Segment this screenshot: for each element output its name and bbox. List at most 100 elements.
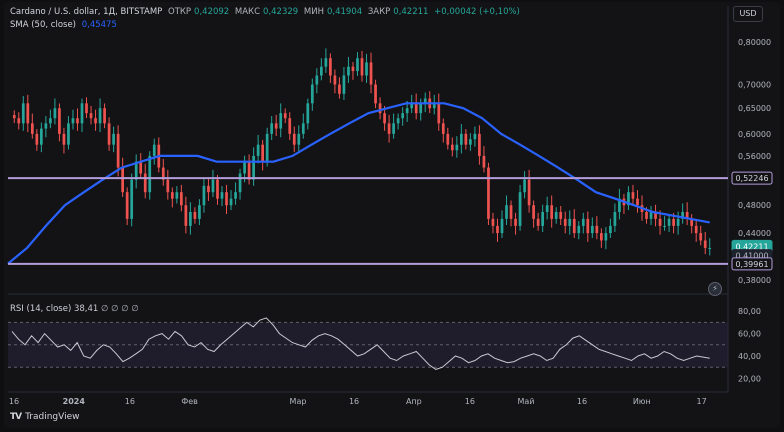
close-label: ЗАКР — [367, 7, 391, 17]
candle-body — [536, 218, 540, 226]
candle-body — [256, 144, 260, 156]
price-axis-tick: 0,70000 — [738, 81, 771, 90]
candle-body — [288, 118, 292, 134]
price-axis-tick: 0,38000 — [738, 276, 771, 285]
candle-body — [618, 198, 621, 212]
candle-body — [491, 218, 495, 226]
candle-body — [478, 133, 481, 156]
candle-body — [198, 205, 201, 219]
candle-body — [604, 233, 608, 241]
candle-body — [450, 144, 454, 151]
rsi-extras: ∅ ∅ ∅ ∅ — [101, 304, 139, 314]
tradingview-brand[interactable]: TV TradingView — [10, 412, 80, 422]
candle-body — [672, 218, 675, 226]
candle-body — [401, 113, 404, 119]
candle-body — [545, 205, 549, 212]
candle-body — [315, 75, 319, 85]
candle-body — [500, 218, 504, 234]
lightning-icon[interactable]: ⚡ — [708, 282, 722, 296]
candle-body — [89, 113, 93, 119]
candle-body — [76, 118, 79, 124]
time-axis-tick: Июн — [633, 397, 651, 406]
candle-body — [676, 218, 680, 226]
candle-body — [392, 123, 395, 134]
candle-body — [581, 218, 585, 226]
rsi-axis-tick: 60,00 — [738, 330, 761, 339]
candle-body — [161, 167, 165, 180]
price-axis-tick: 0,65000 — [738, 104, 771, 113]
candle-body — [685, 211, 689, 219]
candle-body — [103, 108, 106, 124]
candle-body — [30, 123, 34, 134]
candle-body — [71, 118, 75, 124]
candle-body — [283, 113, 287, 119]
sma-value: 0,45475 — [81, 20, 117, 30]
tradingview-logo-icon: TV — [10, 412, 22, 422]
candle-body — [80, 103, 84, 124]
sma-label[interactable]: SMA (50, close) — [10, 20, 76, 30]
time-axis-tick: Мар — [290, 397, 307, 406]
candle-body — [658, 218, 662, 226]
candle-body — [410, 103, 414, 109]
candle-body — [378, 103, 382, 114]
candle-body — [220, 192, 224, 199]
candle-body — [563, 218, 567, 226]
candle-body — [180, 192, 183, 206]
candle-body — [116, 133, 120, 168]
candle-body — [342, 75, 346, 94]
candle-body — [270, 123, 274, 134]
candle-body — [175, 192, 179, 199]
candle-body — [365, 62, 368, 76]
rsi-label[interactable]: RSI (14, close) — [10, 304, 72, 314]
price-badge-label: 0,42211 — [735, 242, 768, 251]
candle-body — [21, 103, 25, 124]
price-axis-tick: 0,44000 — [738, 229, 771, 238]
candle-body — [419, 103, 423, 114]
candle-body — [125, 192, 129, 219]
candle-body — [347, 66, 350, 76]
price-scale-icons: ⚡ — [708, 282, 722, 296]
open-value: 0,42092 — [194, 7, 230, 17]
time-axis-tick: 16 — [349, 397, 359, 406]
candle-body — [496, 225, 499, 234]
close-value: 0,42211 — [393, 7, 429, 17]
candle-body — [469, 139, 472, 145]
open-label: ОТКР — [168, 7, 192, 17]
low-value: 0,41904 — [326, 7, 363, 17]
candle-body — [107, 123, 111, 145]
candle-body — [703, 240, 707, 248]
currency-button[interactable]: USD — [733, 6, 763, 22]
candle-body — [699, 233, 703, 241]
time-axis-tick: 16 — [465, 397, 475, 406]
candle-body — [518, 192, 522, 226]
candle-body — [414, 103, 418, 114]
candle-body — [324, 58, 328, 67]
candle-body — [446, 133, 450, 145]
candle-body — [550, 205, 554, 219]
rsi-axis-tick: 20,00 — [738, 374, 761, 383]
rsi-line — [11, 317, 710, 370]
candle-body — [667, 218, 671, 226]
rsi-axis-tick: 40,00 — [738, 352, 761, 361]
candle-body — [67, 123, 70, 145]
candle-body — [541, 211, 544, 226]
candle-body — [143, 173, 147, 193]
candle-body — [532, 205, 535, 219]
candle-body — [193, 211, 197, 219]
candle-body — [663, 225, 666, 227]
candle-body — [320, 66, 323, 76]
candle-body — [333, 75, 337, 85]
candle-body — [279, 113, 283, 129]
rsi-header: RSI (14, close) 38,41 ∅ ∅ ∅ ∅ — [10, 304, 139, 314]
candle-body — [572, 218, 576, 234]
candle-body — [216, 179, 219, 199]
candle-body — [94, 118, 97, 124]
candle-body — [523, 179, 526, 193]
candle-body — [505, 205, 508, 219]
symbol-title[interactable]: Cardano / U.S. dollar, 1Д, BITSTAMP — [10, 7, 163, 17]
candle-body — [152, 144, 156, 156]
candle-body — [509, 205, 513, 219]
candle-body — [613, 211, 617, 226]
candle-body — [44, 123, 48, 129]
